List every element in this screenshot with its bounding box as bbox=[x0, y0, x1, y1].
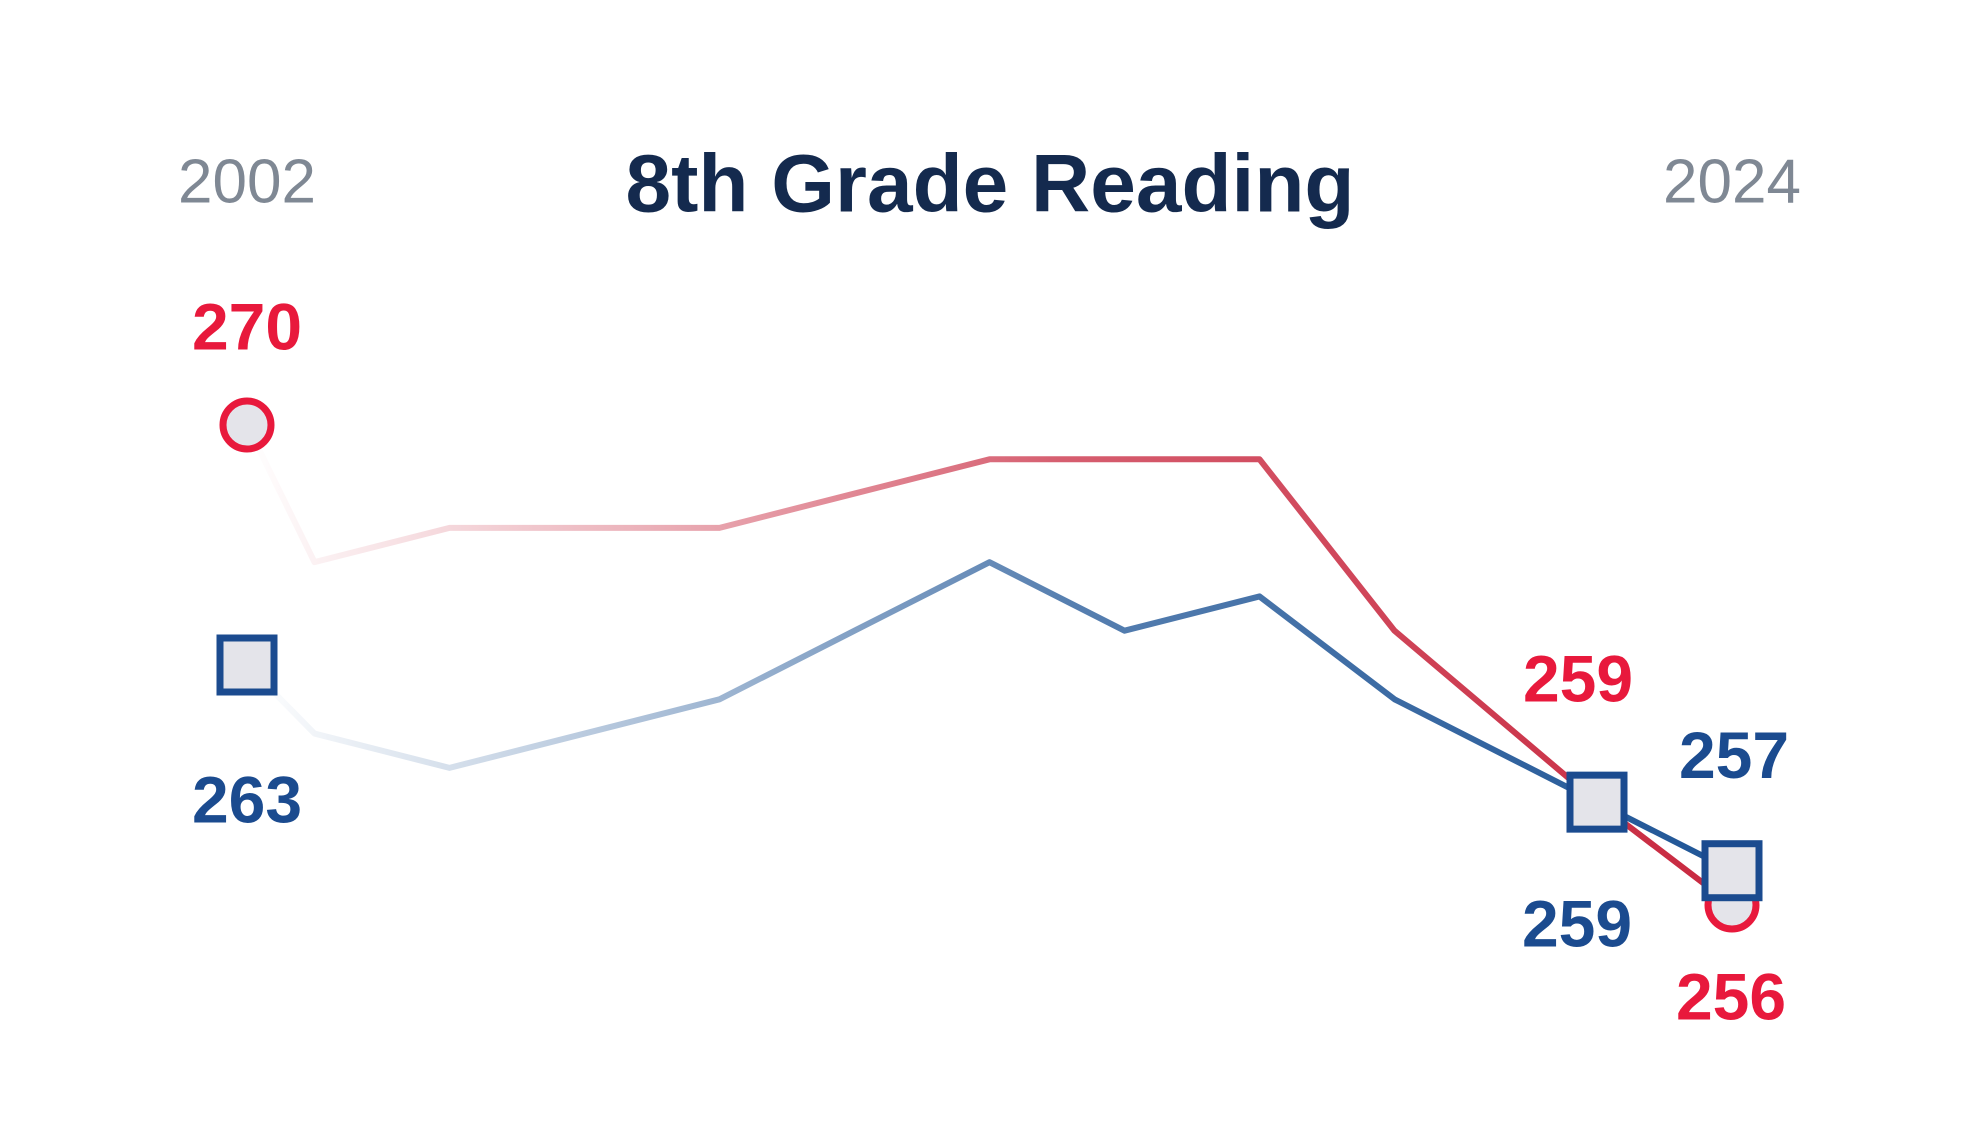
point-marker bbox=[1566, 771, 1628, 833]
data-label: 259 bbox=[1523, 642, 1633, 716]
chart-title: 8th Grade Reading bbox=[625, 139, 1354, 230]
data-label: 259 bbox=[1522, 887, 1632, 961]
series-line bbox=[244, 423, 1734, 908]
data-label: 263 bbox=[192, 762, 302, 836]
series-line bbox=[244, 559, 1734, 874]
data-label: 270 bbox=[192, 289, 302, 363]
x-end-label: 2024 bbox=[1663, 147, 1801, 216]
x-start-label: 2002 bbox=[178, 147, 316, 216]
data-label: 257 bbox=[1679, 718, 1789, 792]
point-marker bbox=[219, 397, 275, 453]
point-marker bbox=[1701, 840, 1763, 902]
point-marker bbox=[216, 634, 278, 696]
data-label: 256 bbox=[1676, 959, 1786, 1033]
